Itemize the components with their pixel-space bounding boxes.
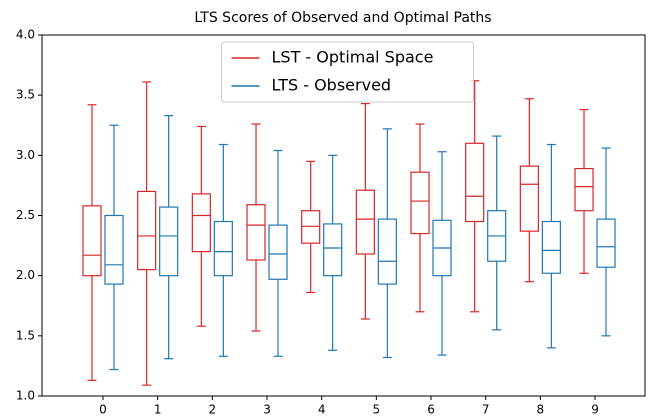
box: [159, 206, 179, 277]
box: [323, 223, 343, 277]
box: [355, 189, 375, 255]
legend-label: LTS - Observed: [272, 76, 392, 95]
x-tick-label: 2: [209, 403, 217, 417]
x-tick-label: 0: [99, 403, 107, 417]
y-tick-label: 4.0: [16, 28, 35, 42]
legend-label: LST - Optimal Space: [272, 48, 434, 67]
legend-box: [221, 41, 474, 103]
box: [596, 218, 616, 268]
x-tick-label: 7: [482, 403, 490, 417]
y-tick-label: 2.0: [16, 268, 35, 282]
x-tick-label: 6: [427, 403, 435, 417]
x-tick-label: 4: [318, 403, 326, 417]
box: [268, 224, 288, 280]
box: [137, 190, 157, 271]
box: [213, 220, 233, 277]
box: [377, 218, 397, 285]
box: [104, 214, 124, 285]
chart-title: LTS Scores of Observed and Optimal Paths: [194, 10, 491, 26]
x-tick-label: 5: [373, 403, 381, 417]
y-tick-label: 3.0: [16, 148, 35, 162]
box: [465, 142, 485, 223]
box: [574, 167, 594, 212]
y-tick-label: 1.0: [16, 389, 35, 403]
x-tick-label: 3: [263, 403, 271, 417]
box: [191, 193, 211, 253]
x-tick-label: 9: [591, 403, 599, 417]
y-tick-label: 2.5: [16, 208, 35, 222]
box: [541, 220, 561, 274]
box: [82, 205, 102, 277]
box: [410, 171, 430, 235]
box: [301, 210, 321, 244]
box: [519, 165, 539, 232]
box: [246, 204, 266, 261]
plot-frame: [41, 34, 646, 397]
x-tick-label: 1: [154, 403, 162, 417]
y-tick-label: 1.5: [16, 328, 35, 342]
x-tick-label: 8: [537, 403, 545, 417]
y-tick-label: 3.5: [16, 88, 35, 102]
